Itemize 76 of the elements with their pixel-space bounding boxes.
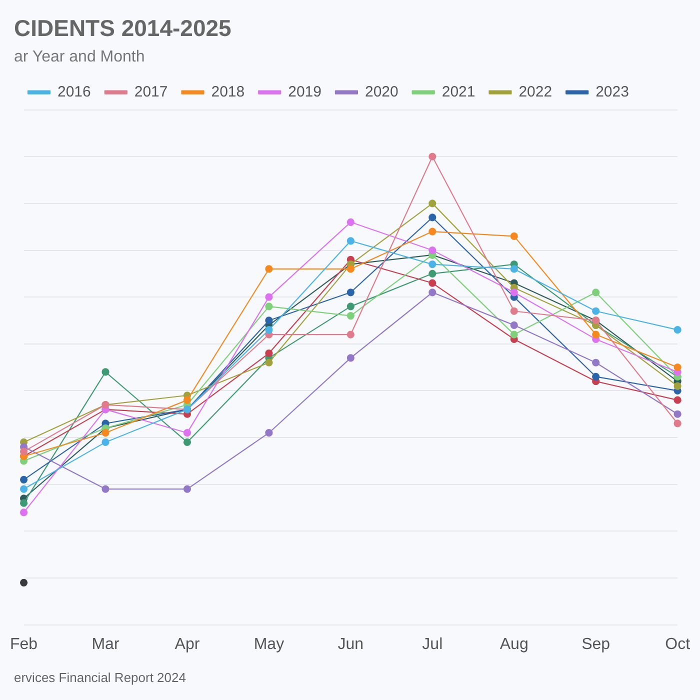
point xyxy=(20,485,28,493)
point xyxy=(265,265,273,273)
point xyxy=(674,396,682,404)
x-tick-label: Apr xyxy=(174,636,200,653)
point xyxy=(428,228,436,236)
point xyxy=(20,476,28,484)
x-tick-label: Aug xyxy=(500,636,528,653)
point xyxy=(346,237,354,245)
point xyxy=(674,364,682,372)
point xyxy=(102,438,110,446)
point xyxy=(592,307,600,315)
point xyxy=(20,448,28,456)
point xyxy=(510,321,518,329)
point xyxy=(428,288,436,296)
point xyxy=(428,279,436,287)
point xyxy=(265,316,273,324)
point xyxy=(510,232,518,240)
point xyxy=(346,218,354,226)
point xyxy=(428,246,436,254)
point xyxy=(592,372,600,380)
point xyxy=(674,382,682,390)
legend-label: 2019 xyxy=(288,83,322,100)
x-tick-label: Feb xyxy=(10,636,38,653)
point xyxy=(183,429,192,437)
point xyxy=(183,396,192,404)
point xyxy=(510,307,518,315)
x-tick-label: Mar xyxy=(92,636,120,653)
point xyxy=(20,578,28,586)
x-tick-label: Jul xyxy=(422,636,443,653)
point xyxy=(674,326,682,334)
legend-label: 2021 xyxy=(442,83,476,100)
point xyxy=(346,288,354,296)
point xyxy=(674,410,682,418)
point xyxy=(346,354,354,362)
point xyxy=(265,302,273,310)
point xyxy=(346,312,354,320)
point xyxy=(510,265,518,273)
x-tick-label: Jun xyxy=(338,636,364,653)
point xyxy=(510,330,518,338)
point xyxy=(428,214,436,222)
point xyxy=(592,330,600,338)
point xyxy=(265,326,273,334)
point xyxy=(102,368,110,376)
point xyxy=(592,288,600,296)
x-tick-label: Sep xyxy=(582,636,610,653)
legend-label: 2018 xyxy=(211,83,245,100)
point xyxy=(346,302,354,310)
point xyxy=(265,349,273,358)
chart-subtitle: ar Year and Month xyxy=(14,48,145,66)
point xyxy=(428,260,436,268)
point xyxy=(674,420,682,428)
chart-title: CIDENTS 2014-2025 xyxy=(14,15,232,42)
point xyxy=(346,330,354,338)
text: ervices Financial Report 2024 xyxy=(14,670,186,685)
point xyxy=(265,293,273,301)
point xyxy=(510,288,518,296)
point xyxy=(183,485,192,493)
x-tick-label: May xyxy=(254,636,284,653)
point xyxy=(346,265,354,273)
point xyxy=(265,429,273,437)
point xyxy=(102,429,110,437)
legend-label: 2020 xyxy=(364,83,398,100)
point xyxy=(428,152,436,160)
legend-label: 2017 xyxy=(134,83,168,100)
point xyxy=(265,358,273,366)
point xyxy=(428,270,436,278)
point xyxy=(183,438,192,446)
x-tick-label: Oct xyxy=(665,636,691,653)
point xyxy=(20,508,28,516)
point xyxy=(428,200,436,208)
legend-label: 2022 xyxy=(518,83,552,100)
legend-label: 2016 xyxy=(58,83,91,100)
legend-label: 2023 xyxy=(596,83,629,100)
point xyxy=(20,499,28,507)
point xyxy=(102,485,110,493)
point xyxy=(592,358,600,366)
